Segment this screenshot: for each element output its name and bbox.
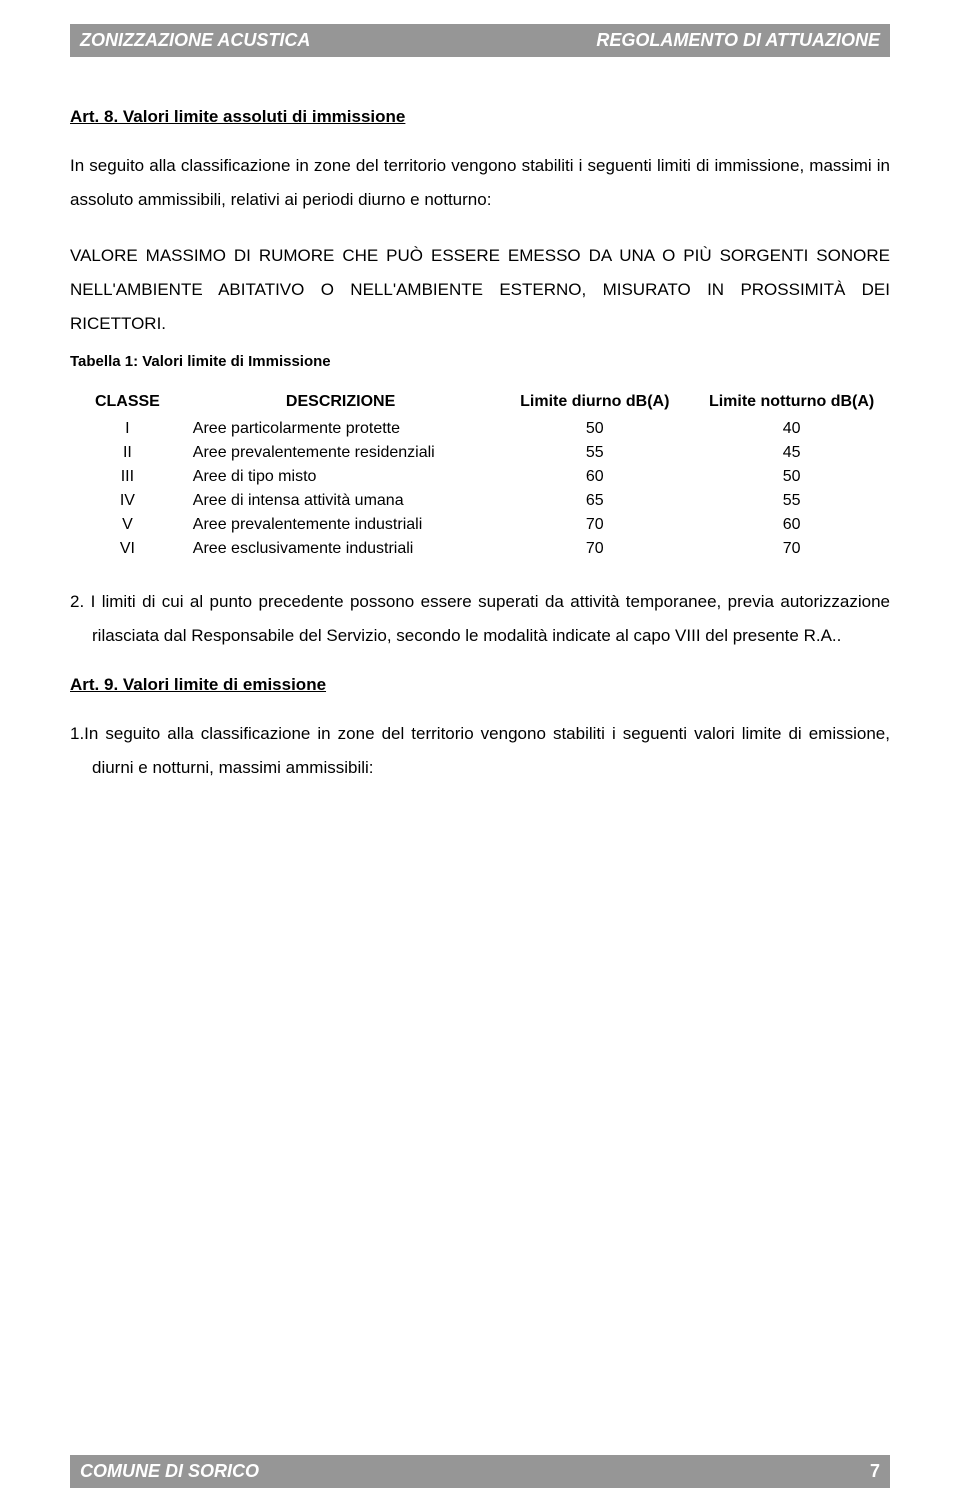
table-row: II Aree prevalentemente residenziali 55 … — [70, 441, 890, 465]
cell-classe: V — [70, 513, 185, 537]
cell-desc: Aree esclusivamente industriali — [185, 537, 497, 561]
cell-notturno: 50 — [693, 465, 890, 489]
immissione-table: CLASSE DESCRIZIONE Limite diurno dB(A) L… — [70, 388, 890, 561]
col-diurno-header: Limite diurno dB(A) — [496, 388, 693, 417]
table-1-caption: Tabella 1: Valori limite di Immissione — [70, 353, 890, 370]
table-row: I Aree particolarmente protette 50 40 — [70, 417, 890, 441]
cell-desc: Aree di tipo misto — [185, 465, 497, 489]
cell-notturno: 60 — [693, 513, 890, 537]
cell-diurno: 50 — [496, 417, 693, 441]
table-row: VI Aree esclusivamente industriali 70 70 — [70, 537, 890, 561]
article-8-title: Art. 8. Valori limite assoluti di immiss… — [70, 107, 890, 127]
cell-desc: Aree particolarmente protette — [185, 417, 497, 441]
table-body: I Aree particolarmente protette 50 40 II… — [70, 417, 890, 561]
article-8-intro: In seguito alla classificazione in zone … — [70, 149, 890, 217]
cell-notturno: 70 — [693, 537, 890, 561]
cell-diurno: 60 — [496, 465, 693, 489]
cell-notturno: 40 — [693, 417, 890, 441]
table-row: IV Aree di intensa attività umana 65 55 — [70, 489, 890, 513]
cell-notturno: 45 — [693, 441, 890, 465]
col-classe-header: CLASSE — [70, 388, 185, 417]
table-head: CLASSE DESCRIZIONE Limite diurno dB(A) L… — [70, 388, 890, 417]
header-left-title: ZONIZZAZIONE ACUSTICA — [80, 30, 310, 51]
footer-page-number: 7 — [870, 1461, 880, 1482]
cell-diurno: 65 — [496, 489, 693, 513]
col-notturno-header: Limite notturno dB(A) — [693, 388, 890, 417]
cell-classe: VI — [70, 537, 185, 561]
cell-diurno: 55 — [496, 441, 693, 465]
cell-diurno: 70 — [496, 537, 693, 561]
col-descrizione-header: DESCRIZIONE — [185, 388, 497, 417]
cell-classe: I — [70, 417, 185, 441]
article-9-para-1: 1.In seguito alla classificazione in zon… — [70, 717, 890, 785]
page-header-bar: ZONIZZAZIONE ACUSTICA REGOLAMENTO DI ATT… — [70, 24, 890, 57]
cell-desc: Aree prevalentemente residenziali — [185, 441, 497, 465]
page-content: ZONIZZAZIONE ACUSTICA REGOLAMENTO DI ATT… — [0, 0, 960, 785]
cell-classe: II — [70, 441, 185, 465]
cell-classe: IV — [70, 489, 185, 513]
table-row: V Aree prevalentemente industriali 70 60 — [70, 513, 890, 537]
page-footer-bar: COMUNE DI SORICO 7 — [70, 1455, 890, 1488]
cell-diurno: 70 — [496, 513, 693, 537]
footer-left-text: COMUNE DI SORICO — [80, 1461, 259, 1482]
article-8-caps-definition: VALORE MASSIMO DI RUMORE CHE PUÒ ESSERE … — [70, 239, 890, 341]
cell-classe: III — [70, 465, 185, 489]
cell-desc: Aree prevalentemente industriali — [185, 513, 497, 537]
cell-desc: Aree di intensa attività umana — [185, 489, 497, 513]
table-header-row: CLASSE DESCRIZIONE Limite diurno dB(A) L… — [70, 388, 890, 417]
article-8-note-2: 2. I limiti di cui al punto precedente p… — [70, 585, 890, 653]
article-9-title: Art. 9. Valori limite di emissione — [70, 675, 890, 695]
header-right-title: REGOLAMENTO DI ATTUAZIONE — [596, 30, 880, 51]
table-row: III Aree di tipo misto 60 50 — [70, 465, 890, 489]
cell-notturno: 55 — [693, 489, 890, 513]
